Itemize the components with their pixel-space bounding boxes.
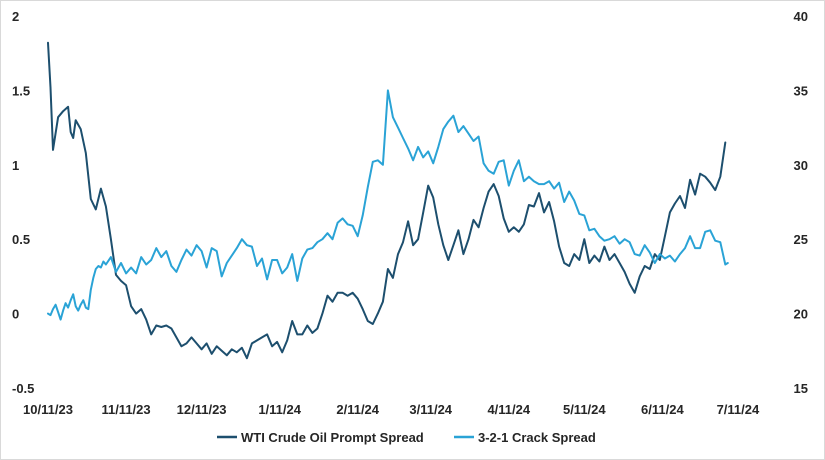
series-line-crack-spread [47,89,729,321]
series-line-wti-prompt-spread [47,41,727,360]
x-axis-tick-label: 3/11/24 [409,402,452,417]
x-axis-tick-label: 12/11/23 [177,402,227,417]
left-axis-tick-label: 1 [12,158,19,173]
right-axis-tick-label: 25 [794,232,808,247]
x-axis-tick-label: 4/11/24 [487,402,530,417]
right-axis-tick-label: 15 [794,381,808,396]
x-axis-tick-label: 7/11/24 [717,402,760,417]
legend-label: WTI Crude Oil Prompt Spread [241,430,424,445]
right-axis-tick-label: 30 [794,158,808,173]
right-axis-tick-label: 40 [794,9,808,24]
x-axis-tick-label: 6/11/24 [641,402,684,417]
x-axis: 10/11/23 11/11/23 12/11/23 1/11/24 2/11/24 3/… [23,402,760,417]
left-y-axis: 2 1.5 1 0.5 0 -0.5 [12,9,34,396]
left-axis-tick-label: 0.5 [12,232,30,247]
left-axis-tick-label: 0 [12,307,19,322]
x-axis-tick-label: 5/11/24 [563,402,606,417]
right-y-axis: 40 35 30 25 20 15 [794,9,808,396]
series-layer [47,41,729,360]
x-axis-tick-label: 10/11/23 [23,402,73,417]
right-axis-tick-label: 20 [794,307,808,322]
right-axis-tick-label: 35 [794,83,808,98]
left-axis-tick-label: -0.5 [12,381,34,396]
left-axis-tick-label: 1.5 [12,83,30,98]
x-axis-tick-label: 11/11/23 [101,402,150,417]
left-axis-tick-label: 2 [12,9,19,24]
legend-label: 3-2-1 Crack Spread [478,430,596,445]
x-axis-tick-label: 2/11/24 [336,402,379,417]
x-axis-tick-label: 1/11/24 [258,402,301,417]
legend: WTI Crude Oil Prompt Spread 3-2-1 Crack S… [217,430,596,445]
